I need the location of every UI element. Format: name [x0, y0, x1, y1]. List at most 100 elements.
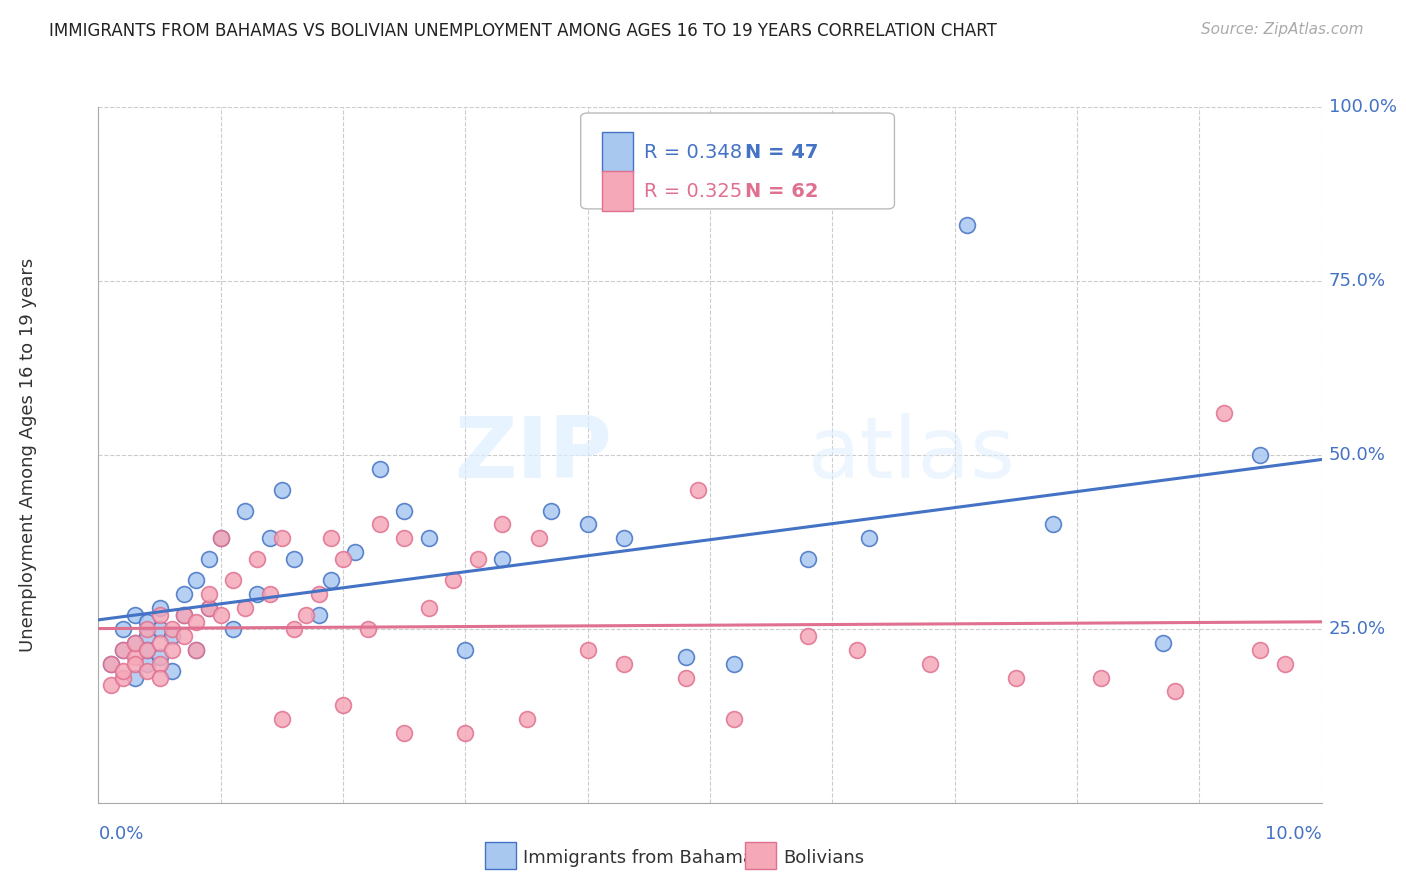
- Point: [246, 552, 269, 566]
- Point: [454, 726, 477, 740]
- Point: [186, 615, 208, 629]
- Point: [392, 532, 416, 546]
- Point: [319, 573, 342, 587]
- Point: [111, 642, 134, 657]
- Point: [858, 532, 880, 546]
- Point: [197, 601, 219, 615]
- Point: [723, 657, 745, 671]
- Point: [111, 671, 134, 685]
- Point: [149, 671, 172, 685]
- Text: N = 47: N = 47: [745, 143, 818, 161]
- Point: [136, 657, 159, 671]
- Point: [283, 552, 305, 566]
- Point: [233, 601, 256, 615]
- Point: [149, 601, 172, 615]
- Point: [797, 629, 820, 643]
- Point: [675, 649, 697, 664]
- Text: Source: ZipAtlas.com: Source: ZipAtlas.com: [1201, 22, 1364, 37]
- Point: [124, 671, 146, 685]
- Point: [246, 587, 269, 601]
- Point: [136, 622, 159, 636]
- Point: [160, 664, 183, 678]
- Point: [392, 726, 416, 740]
- Point: [209, 607, 232, 622]
- Point: [613, 532, 636, 546]
- Point: [1164, 684, 1187, 698]
- Point: [173, 629, 195, 643]
- Point: [136, 664, 159, 678]
- Point: [418, 532, 440, 546]
- Text: 25.0%: 25.0%: [1329, 620, 1386, 638]
- Point: [111, 622, 134, 636]
- Point: [111, 642, 134, 657]
- Point: [209, 532, 232, 546]
- Point: [111, 664, 134, 678]
- Point: [136, 642, 159, 657]
- Point: [845, 642, 868, 657]
- Point: [723, 712, 745, 726]
- Point: [270, 483, 292, 497]
- Text: IMMIGRANTS FROM BAHAMAS VS BOLIVIAN UNEMPLOYMENT AMONG AGES 16 TO 19 YEARS CORRE: IMMIGRANTS FROM BAHAMAS VS BOLIVIAN UNEM…: [49, 22, 997, 40]
- Point: [136, 629, 159, 643]
- Point: [197, 601, 219, 615]
- Point: [233, 503, 256, 517]
- Point: [540, 503, 562, 517]
- Text: atlas: atlas: [808, 413, 1017, 497]
- Point: [160, 622, 183, 636]
- Point: [209, 532, 232, 546]
- Point: [441, 573, 464, 587]
- Point: [1152, 636, 1174, 650]
- Text: Bolivians: Bolivians: [783, 849, 865, 867]
- Point: [173, 587, 195, 601]
- Point: [797, 552, 820, 566]
- Point: [1004, 671, 1026, 685]
- Text: Immigrants from Bahamas: Immigrants from Bahamas: [523, 849, 763, 867]
- Point: [149, 607, 172, 622]
- Point: [222, 622, 245, 636]
- Text: Unemployment Among Ages 16 to 19 years: Unemployment Among Ages 16 to 19 years: [20, 258, 37, 652]
- Point: [1090, 671, 1112, 685]
- Point: [124, 636, 146, 650]
- Point: [173, 607, 195, 622]
- Point: [100, 657, 122, 671]
- Point: [259, 532, 281, 546]
- Point: [675, 671, 697, 685]
- Point: [956, 219, 979, 233]
- Point: [613, 657, 636, 671]
- Point: [576, 517, 599, 532]
- Point: [149, 636, 172, 650]
- Text: R = 0.325: R = 0.325: [644, 182, 742, 201]
- Point: [576, 642, 599, 657]
- Point: [491, 517, 513, 532]
- Point: [516, 712, 538, 726]
- Point: [392, 503, 416, 517]
- Point: [186, 642, 208, 657]
- Point: [454, 642, 477, 657]
- Text: ZIP: ZIP: [454, 413, 612, 497]
- Point: [197, 587, 219, 601]
- Point: [222, 573, 245, 587]
- Point: [124, 649, 146, 664]
- Point: [100, 677, 122, 691]
- Point: [259, 587, 281, 601]
- Point: [686, 483, 709, 497]
- Point: [319, 532, 342, 546]
- Point: [1042, 517, 1064, 532]
- Point: [124, 607, 146, 622]
- Point: [368, 517, 391, 532]
- Point: [1249, 642, 1271, 657]
- Point: [100, 657, 122, 671]
- Point: [467, 552, 489, 566]
- Point: [186, 573, 208, 587]
- Point: [1212, 406, 1234, 420]
- Point: [136, 642, 159, 657]
- Point: [308, 607, 330, 622]
- Text: 0.0%: 0.0%: [98, 825, 143, 843]
- Point: [149, 622, 172, 636]
- Point: [160, 629, 183, 643]
- Point: [308, 587, 330, 601]
- Point: [124, 636, 146, 650]
- Point: [527, 532, 550, 546]
- Point: [186, 642, 208, 657]
- Point: [160, 642, 183, 657]
